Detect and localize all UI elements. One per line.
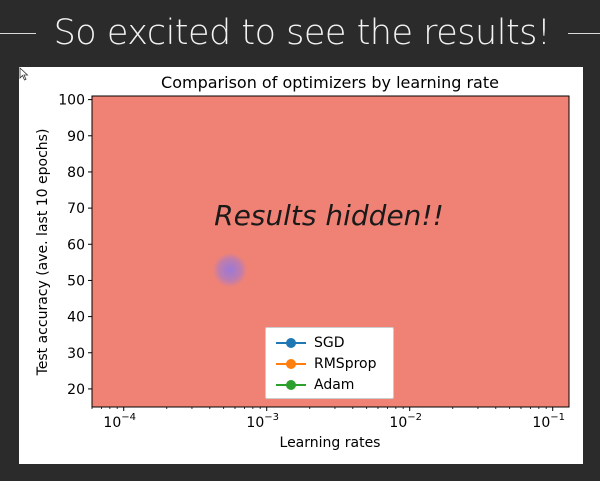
slide-title-bar: So excited to see the results! [0,8,600,58]
legend-item-adam: Adam [276,374,393,395]
mouse-cursor-icon [19,67,29,81]
y-tick-label: 90 [67,129,85,145]
x-tick-label: 10−2 [389,412,422,431]
legend-marker-adam [276,379,306,391]
x-axis-label: Learning rates [280,435,381,451]
slide-title: So excited to see the results! [53,13,551,53]
y-tick-label: 50 [67,273,85,289]
cursor-highlight [213,253,247,287]
title-rule-left [0,32,36,34]
legend-marker-rmsprop [276,358,306,370]
results-hidden-text: Results hidden!! [214,199,444,232]
chart-svg: Comparison of optimizers by learning rat… [35,73,570,451]
legend-item-sgd: SGD [276,332,393,353]
y-axis-label: Test accuracy (ave. last 10 epochs) [35,129,51,377]
chart-figure: Comparison of optimizers by learning rat… [19,67,583,464]
y-tick-label: 20 [67,382,85,398]
y-tick-label: 70 [67,201,85,217]
legend-label-sgd: SGD [314,334,345,351]
x-axis-ticks: 10−4 10−3 10−2 10−1 [91,407,565,431]
chart-legend: SGD RMSprop Adam [265,327,394,399]
y-tick-label: 100 [58,93,85,109]
legend-label-rmsprop: RMSprop [314,355,377,372]
title-rule-right [568,32,600,34]
legend-label-adam: Adam [314,376,355,393]
y-tick-label: 80 [67,165,85,181]
x-tick-label: 10−1 [532,412,565,431]
y-tick-label: 30 [67,346,85,362]
legend-marker-sgd [276,337,306,349]
x-tick-label: 10−3 [246,412,279,431]
x-tick-label: 10−4 [103,412,136,431]
y-axis-ticks: 20 30 40 50 60 70 80 90 100 [58,93,92,398]
legend-item-rmsprop: RMSprop [276,353,393,374]
y-tick-label: 60 [67,237,85,253]
chart-title: Comparison of optimizers by learning rat… [161,73,499,92]
y-tick-label: 40 [67,310,85,326]
